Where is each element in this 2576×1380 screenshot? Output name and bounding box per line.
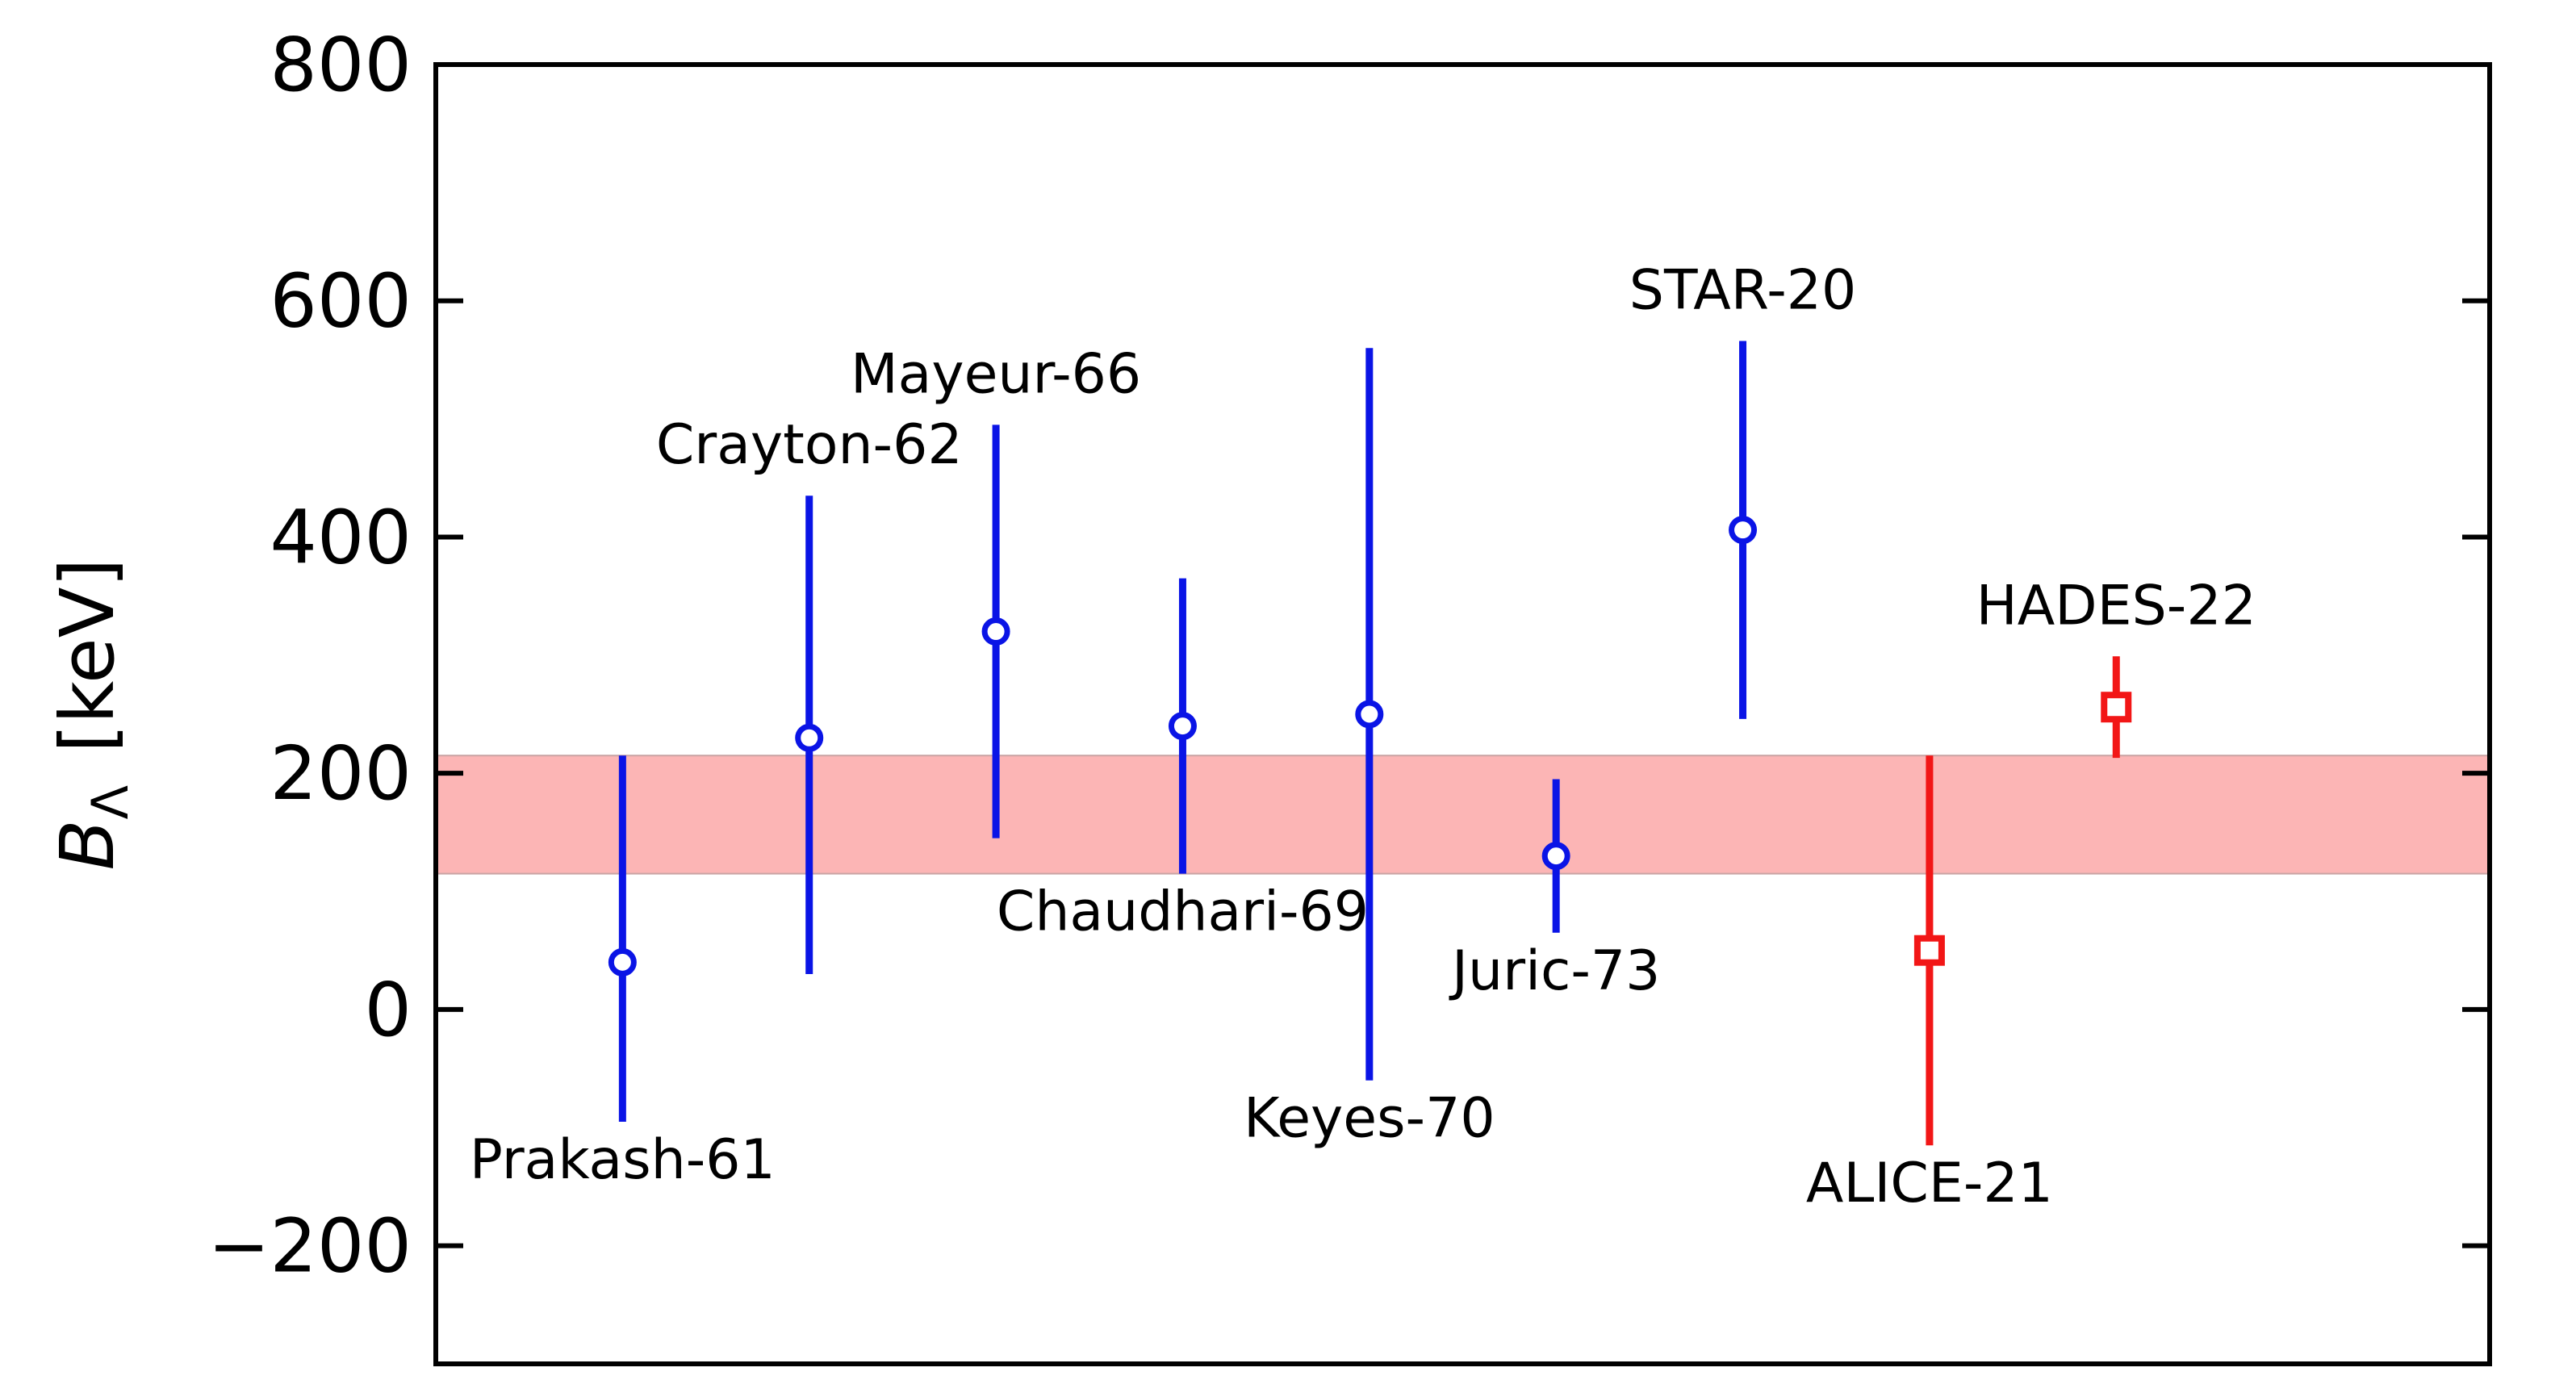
point-label: ALICE-21 [1806, 1152, 2053, 1215]
data-point-circle [981, 617, 1010, 646]
point-label: Mayeur-66 [851, 342, 1141, 406]
y-tick-label: 800 [270, 22, 412, 108]
point-labels: Prakash-61 Crayton-62 Mayeur-66 Chaudhari-6… [470, 258, 2256, 1215]
y-tick-label: 200 [270, 730, 412, 817]
data-point-square [1913, 935, 1945, 966]
point-label: Chaudhari-69 [997, 880, 1369, 944]
y-axis-symbol: B [44, 819, 131, 870]
data-series [608, 341, 2132, 1146]
point-label: Keyes-70 [1244, 1087, 1495, 1151]
y-axis-unit: [keV] [44, 558, 131, 753]
y-axis-subscript: Λ [81, 785, 140, 819]
y-tick-label: −200 [207, 1203, 412, 1290]
y-axis-ticks: −200 0 200 400 600 800 [207, 22, 2490, 1290]
data-point-circle [1729, 516, 1758, 545]
point-label: STAR-20 [1629, 258, 1857, 322]
data-point-circle [1168, 712, 1197, 741]
y-tick-label: 400 [270, 494, 412, 580]
point-label: Crayton-62 [656, 413, 963, 477]
y-axis-label: BΛ [keV] [44, 558, 140, 871]
data-point-circle [1355, 700, 1384, 729]
point-label: Prakash-61 [470, 1128, 776, 1192]
y-tick-label: 600 [270, 258, 412, 345]
y-tick-label: 0 [364, 967, 412, 1053]
y-axis-label-text: BΛ [keV] [44, 558, 140, 871]
band-rect [435, 755, 2490, 875]
uncertainty-band [435, 755, 2490, 875]
data-point-circle [1541, 842, 1570, 871]
data-point-circle [608, 947, 637, 976]
point-label: Juric-73 [1449, 939, 1660, 1003]
plot-frame [433, 62, 2492, 1366]
data-point-circle [795, 723, 824, 752]
data-point-square [2101, 692, 2132, 723]
point-label: HADES-22 [1976, 574, 2256, 638]
